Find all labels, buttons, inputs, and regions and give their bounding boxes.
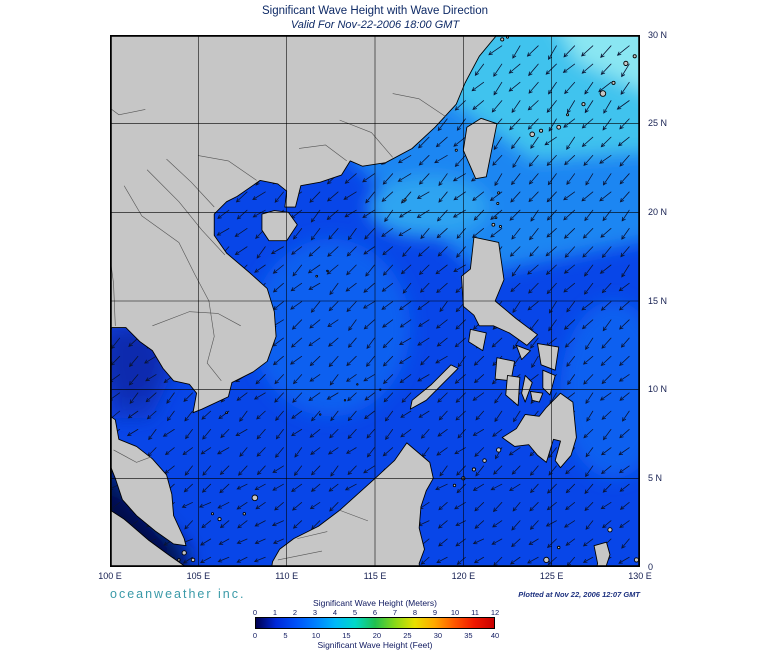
lon-tick-label: 110 E — [275, 571, 299, 581]
island-mindoro — [468, 328, 487, 352]
island-palawan — [409, 364, 459, 410]
meters-tick: 0 — [252, 608, 258, 617]
valid-time: Valid For Nov-22-2006 18:00 GMT — [290, 19, 460, 31]
meters-tick: 11 — [471, 608, 479, 617]
feet-tick: 30 — [433, 631, 443, 640]
meters-tick: 1 — [272, 608, 278, 617]
legend-feet-ticks: 0 5 10 15 20 25 30 35 40 — [253, 631, 499, 640]
lon-tick-label: 100 E — [98, 571, 122, 581]
lat-tick-label: 5 N — [648, 472, 663, 483]
island-halmahera — [593, 541, 611, 567]
inland-borders — [110, 93, 446, 561]
island-sumatra — [110, 509, 187, 567]
plotted-timestamp: Plotted at Nov 22, 2006 12:07 GMT — [518, 590, 640, 599]
map-border — [110, 35, 640, 567]
meters-tick: 8 — [412, 608, 418, 617]
grid-layer — [110, 35, 640, 567]
lat-tick-label: 25 N — [648, 118, 668, 129]
feet-tick: 20 — [372, 631, 382, 640]
meters-tick: 6 — [372, 608, 378, 617]
lat-tick-label: 20 N — [648, 206, 668, 217]
island-bohol — [530, 390, 544, 403]
small-islands — [177, 35, 640, 564]
legend-colorbar — [255, 617, 495, 629]
lon-tick-label: 125 E — [539, 571, 564, 581]
meters-tick: 4 — [332, 608, 338, 617]
lon-tick-label: 115 E — [363, 571, 387, 581]
map — [110, 35, 640, 567]
meters-tick: 7 — [392, 608, 398, 617]
feet-tick: 10 — [311, 631, 321, 640]
mainland-asia — [110, 35, 498, 547]
meters-tick: 2 — [292, 608, 298, 617]
map-svg — [110, 35, 640, 567]
legend-meters-label: Significant Wave Height (Meters) — [313, 598, 437, 608]
lon-tick-label: 130 E — [628, 571, 652, 581]
lat-tick-label: 30 N — [648, 29, 668, 40]
lat-tick-label: 10 N — [648, 384, 668, 395]
legend-meters-ticks: 0 1 2 3 4 5 6 7 8 9 10 11 12 — [253, 608, 499, 617]
lat-axis: 30 N 25 N 20 N 15 N 10 N 5 N 0 — [648, 30, 692, 572]
feet-tick: 40 — [490, 631, 500, 640]
feet-tick: 5 — [283, 631, 288, 640]
legend-feet-label: Significant Wave Height (Feet) — [317, 640, 433, 650]
island-masbate — [515, 344, 531, 360]
lat-tick-label: 15 N — [648, 295, 668, 306]
island-cebu — [521, 375, 533, 403]
meters-tick: 5 — [352, 608, 358, 617]
land-layer — [110, 35, 640, 567]
meters-tick: 3 — [312, 608, 318, 617]
island-hainan — [261, 210, 298, 242]
page-title: Significant Wave Height with Wave Direct… — [261, 5, 489, 17]
meters-tick: 9 — [432, 608, 438, 617]
oceanweather-logo: oceanweather inc. — [110, 587, 246, 601]
island-luzon — [461, 236, 538, 346]
island-negros — [505, 375, 521, 407]
meters-tick: 10 — [450, 608, 460, 617]
lon-tick-label: 105 E — [186, 571, 211, 581]
island-leyte — [542, 369, 556, 396]
island-borneo — [271, 442, 434, 567]
lat-tick-label: 0 — [648, 561, 654, 572]
feet-tick: 15 — [342, 631, 351, 640]
lon-tick-label: 120 E — [451, 571, 476, 581]
lon-axis: 100 E 105 E 110 E 115 E 120 E 125 E 130 E — [98, 571, 652, 585]
feet-tick: 0 — [252, 631, 258, 640]
meters-tick: 12 — [490, 608, 500, 617]
feet-tick: 35 — [464, 631, 473, 640]
island-mindanao — [501, 392, 577, 469]
feet-tick: 25 — [403, 631, 412, 640]
